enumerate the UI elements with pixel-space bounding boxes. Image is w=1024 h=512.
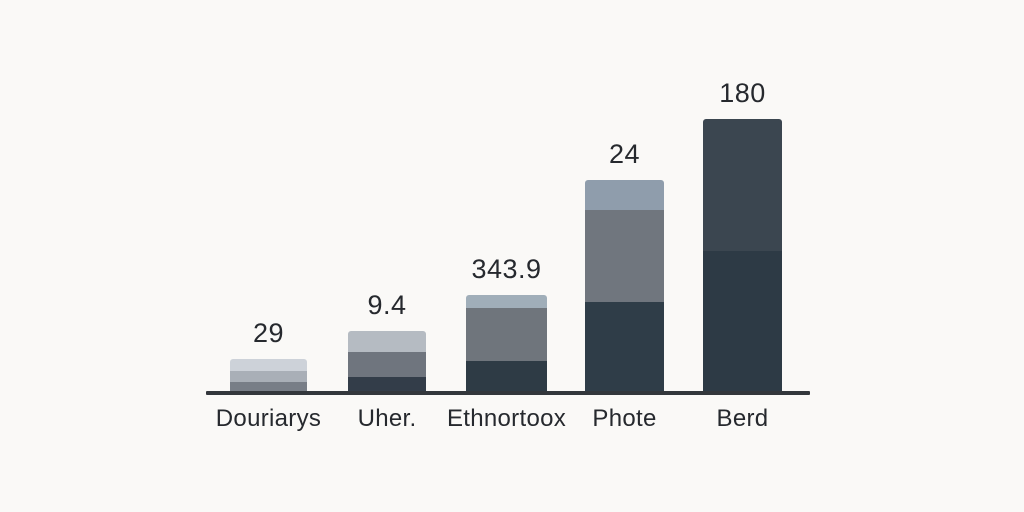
category-label-berd: Berd (716, 405, 769, 432)
bar-uher-segment-1 (348, 331, 426, 352)
category-label-phote: Phote (592, 405, 657, 432)
bar-berd-segment-1 (703, 119, 782, 251)
value-label-douriarys: 29 (252, 318, 285, 348)
bar-uher (348, 331, 426, 391)
bar-ethnortoox (466, 295, 547, 391)
bar-uher-segment-3 (348, 377, 426, 391)
bar-ethnortoox-segment-1 (466, 295, 547, 308)
bar-phote-segment-1 (585, 180, 664, 210)
category-label-douriarys: Douriarys (215, 405, 322, 432)
bar-ethnortoox-segment-3 (466, 361, 547, 391)
bar-douriarys-segment-3 (230, 382, 307, 391)
category-label-uher: Uher. (357, 405, 417, 432)
value-label-ethnortoox: 343.9 (471, 254, 542, 284)
bar-douriarys (230, 359, 307, 391)
bar-phote-segment-3 (585, 302, 664, 391)
bar-douriarys-segment-2 (230, 371, 307, 382)
bar-berd (703, 119, 782, 391)
bar-phote (585, 180, 664, 391)
bar-uher-segment-2 (348, 352, 426, 377)
bar-phote-segment-2 (585, 210, 664, 302)
category-label-ethnortoox: Ethnortoox (446, 405, 567, 432)
bar-ethnortoox-segment-2 (466, 308, 547, 361)
bar-douriarys-segment-1 (230, 359, 307, 371)
bar-berd-segment-2 (703, 251, 782, 391)
x-axis-line (206, 391, 810, 395)
value-label-phote: 24 (608, 139, 641, 169)
value-label-uher: 9.4 (367, 290, 407, 320)
value-label-berd: 180 (719, 78, 766, 108)
